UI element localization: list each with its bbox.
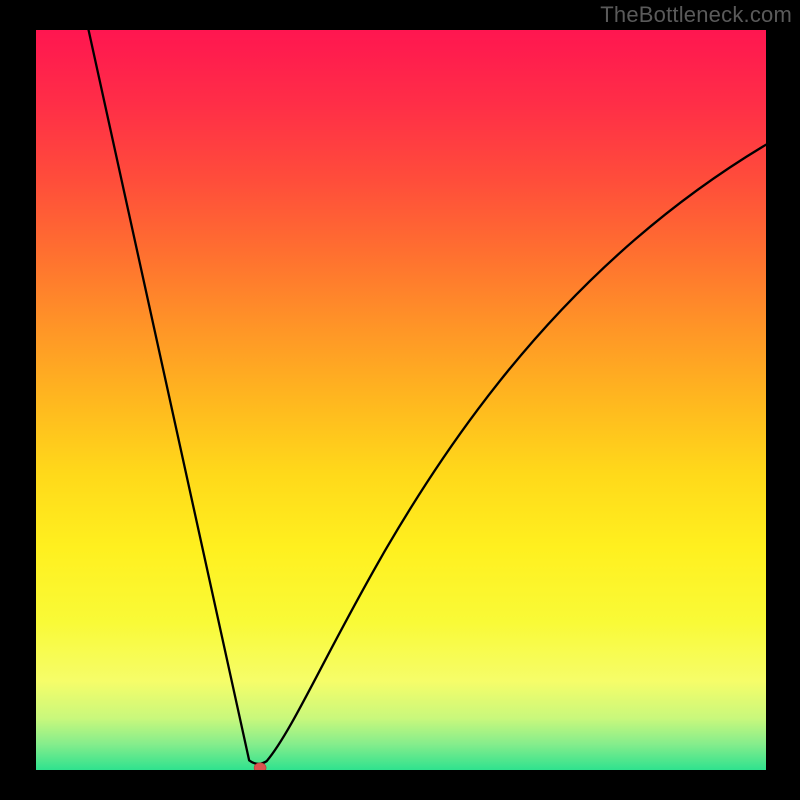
figure: TheBottleneck.com [0, 0, 800, 800]
watermark-label: TheBottleneck.com [600, 2, 792, 28]
bottleneck-chart [0, 0, 800, 800]
plot-gradient-background [36, 30, 766, 770]
